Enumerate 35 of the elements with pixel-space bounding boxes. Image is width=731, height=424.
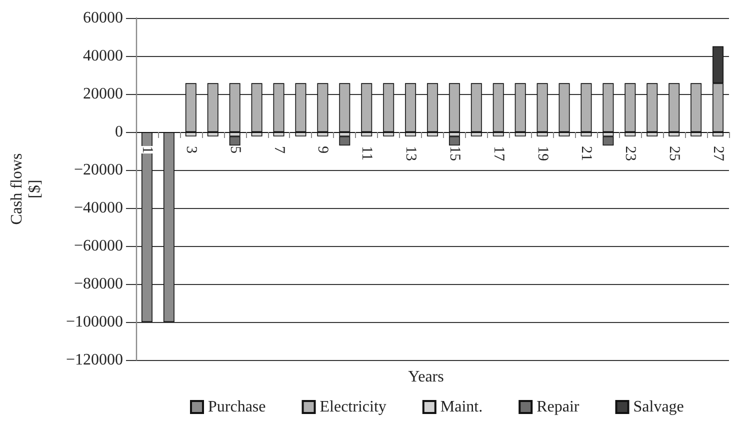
y-tick-label: −20000 (74, 162, 123, 178)
x-tick-label: 23 (622, 146, 638, 161)
x-tick-label: 17 (490, 146, 506, 162)
legend-label: Repair (536, 398, 580, 416)
bar (339, 136, 350, 146)
legend-label: Salvage (633, 398, 684, 416)
y-tick-label: 40000 (83, 48, 123, 64)
x-tick-label: 15 (446, 146, 462, 161)
x-tick-label: 21 (578, 146, 594, 161)
y-tick-label: −40000 (74, 200, 123, 216)
legend-label: Electricity (320, 398, 386, 416)
x-tick-label: 25 (666, 146, 682, 161)
x-tick-label: 3 (182, 146, 199, 154)
x-tick-label: 13 (402, 146, 419, 161)
bar (602, 136, 614, 146)
y-tick-label: 60000 (83, 10, 123, 26)
x-tick-label: 7 (270, 146, 287, 154)
y-tick-label: −100000 (66, 314, 123, 330)
x-tick-label: 11 (358, 146, 375, 160)
y-tick-label: −80000 (74, 276, 123, 292)
x-tick-label: 27 (710, 146, 726, 162)
y-tick-label: 0 (115, 124, 123, 140)
x-tick-label: 5 (226, 146, 243, 154)
bar (229, 136, 240, 146)
y-tick-label: 20000 (83, 86, 123, 102)
y-tick-label: −120000 (66, 352, 123, 368)
x-tick-label: 9 (314, 146, 331, 154)
legend-label: Purchase (208, 398, 266, 416)
bar (448, 136, 460, 146)
y-axis-title: Cash flows [$] (8, 153, 44, 225)
legend-label: Maint. (440, 398, 483, 416)
y-tick-label: −60000 (74, 238, 123, 254)
x-tick-label: 1 (138, 146, 155, 154)
x-axis-title: Years (408, 368, 444, 386)
x-tick-label: 19 (534, 146, 550, 161)
